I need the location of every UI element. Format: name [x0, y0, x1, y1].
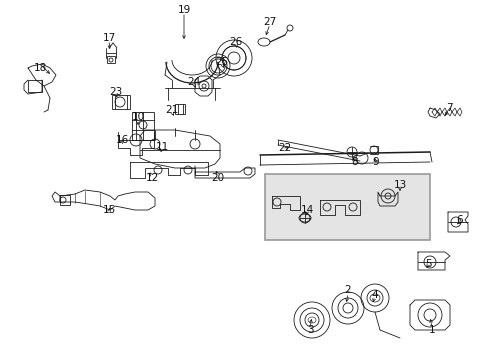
- Text: 26: 26: [229, 37, 242, 47]
- Text: 16: 16: [115, 135, 128, 145]
- Text: 2: 2: [344, 285, 350, 295]
- Text: 6: 6: [456, 215, 462, 225]
- Bar: [107, 56, 115, 63]
- Text: 5: 5: [424, 259, 430, 269]
- Text: 18: 18: [33, 63, 46, 73]
- Text: 4: 4: [371, 290, 378, 300]
- Text: 9: 9: [372, 157, 379, 167]
- Text: 17: 17: [102, 33, 115, 43]
- Text: 19: 19: [177, 5, 190, 15]
- Text: 3: 3: [306, 325, 313, 335]
- Text: 23: 23: [109, 87, 122, 97]
- Text: 1: 1: [428, 325, 434, 335]
- Text: 22: 22: [278, 143, 291, 153]
- Text: 13: 13: [392, 180, 406, 190]
- Text: 7: 7: [445, 103, 451, 113]
- Text: 8: 8: [351, 157, 358, 167]
- Bar: [175, 104, 184, 114]
- Text: 12: 12: [145, 173, 158, 183]
- Bar: [112, 95, 130, 109]
- Text: 24: 24: [187, 77, 200, 87]
- Text: 27: 27: [263, 17, 276, 27]
- Bar: [28, 80, 42, 92]
- Bar: [60, 195, 70, 205]
- Text: 10: 10: [131, 112, 144, 122]
- Bar: [264, 174, 429, 240]
- Text: 11: 11: [155, 142, 168, 152]
- Text: 15: 15: [102, 205, 115, 215]
- Text: 21: 21: [165, 105, 178, 115]
- Text: 14: 14: [300, 205, 313, 215]
- Text: 25: 25: [215, 57, 228, 67]
- Text: 20: 20: [211, 173, 224, 183]
- Bar: [132, 112, 154, 140]
